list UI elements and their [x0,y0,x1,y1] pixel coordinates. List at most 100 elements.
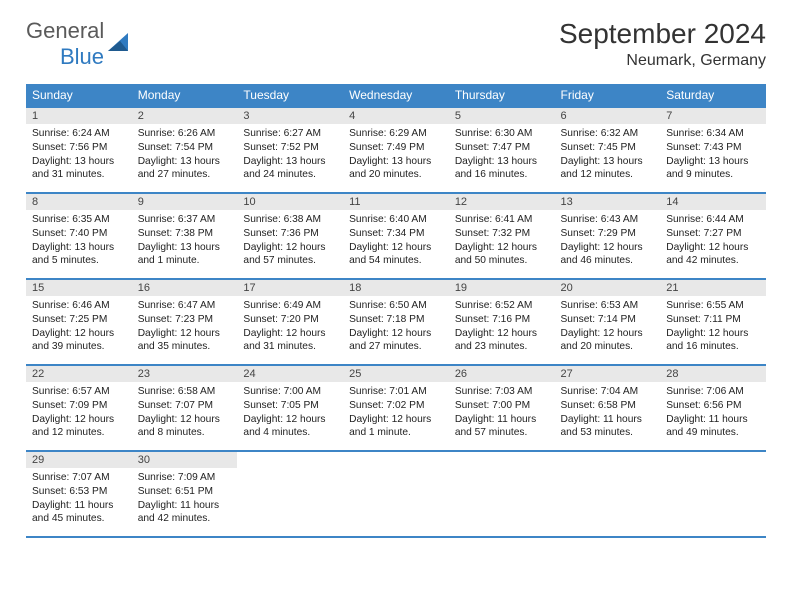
calendar-day-cell: 21Sunrise: 6:55 AMSunset: 7:11 PMDayligh… [660,279,766,365]
day-details: Sunrise: 6:44 AMSunset: 7:27 PMDaylight:… [660,210,766,274]
calendar-day-cell: 19Sunrise: 6:52 AMSunset: 7:16 PMDayligh… [449,279,555,365]
calendar-day-cell: 25Sunrise: 7:01 AMSunset: 7:02 PMDayligh… [343,365,449,451]
day-details: Sunrise: 6:24 AMSunset: 7:56 PMDaylight:… [26,124,132,188]
calendar-day-cell: 24Sunrise: 7:00 AMSunset: 7:05 PMDayligh… [237,365,343,451]
weekday-header: Saturday [660,84,766,107]
calendar-day-cell: 15Sunrise: 6:46 AMSunset: 7:25 PMDayligh… [26,279,132,365]
sunrise-text: Sunrise: 6:30 AM [455,127,549,141]
calendar-body: 1Sunrise: 6:24 AMSunset: 7:56 PMDaylight… [26,107,766,537]
day-details: Sunrise: 6:43 AMSunset: 7:29 PMDaylight:… [555,210,661,274]
weekday-header: Friday [555,84,661,107]
calendar-table: Sunday Monday Tuesday Wednesday Thursday… [26,84,766,538]
daylight-text: Daylight: 12 hours and 57 minutes. [243,241,337,269]
day-number: 6 [555,108,661,124]
sunset-text: Sunset: 7:56 PM [32,141,126,155]
day-details: Sunrise: 6:41 AMSunset: 7:32 PMDaylight:… [449,210,555,274]
calendar-day-cell: 12Sunrise: 6:41 AMSunset: 7:32 PMDayligh… [449,193,555,279]
calendar-day-cell: 4Sunrise: 6:29 AMSunset: 7:49 PMDaylight… [343,107,449,193]
sunset-text: Sunset: 7:25 PM [32,313,126,327]
day-number: 26 [449,366,555,382]
sunrise-text: Sunrise: 7:09 AM [138,471,232,485]
calendar-week-row: 29Sunrise: 7:07 AMSunset: 6:53 PMDayligh… [26,451,766,537]
calendar-day-cell: 20Sunrise: 6:53 AMSunset: 7:14 PMDayligh… [555,279,661,365]
calendar-day-cell: 2Sunrise: 6:26 AMSunset: 7:54 PMDaylight… [132,107,238,193]
sunrise-text: Sunrise: 6:50 AM [349,299,443,313]
daylight-text: Daylight: 11 hours and 53 minutes. [561,413,655,441]
sunrise-text: Sunrise: 6:47 AM [138,299,232,313]
sunset-text: Sunset: 6:58 PM [561,399,655,413]
daylight-text: Daylight: 12 hours and 46 minutes. [561,241,655,269]
weekday-header: Wednesday [343,84,449,107]
calendar-day-cell: 16Sunrise: 6:47 AMSunset: 7:23 PMDayligh… [132,279,238,365]
calendar-day-cell: 5Sunrise: 6:30 AMSunset: 7:47 PMDaylight… [449,107,555,193]
day-details: Sunrise: 6:37 AMSunset: 7:38 PMDaylight:… [132,210,238,274]
day-number: 13 [555,194,661,210]
sunset-text: Sunset: 7:40 PM [32,227,126,241]
sunrise-text: Sunrise: 7:04 AM [561,385,655,399]
calendar-day-cell: 13Sunrise: 6:43 AMSunset: 7:29 PMDayligh… [555,193,661,279]
sunrise-text: Sunrise: 6:29 AM [349,127,443,141]
calendar-day-cell: 30Sunrise: 7:09 AMSunset: 6:51 PMDayligh… [132,451,238,537]
day-details: Sunrise: 7:04 AMSunset: 6:58 PMDaylight:… [555,382,661,446]
daylight-text: Daylight: 13 hours and 27 minutes. [138,155,232,183]
day-details: Sunrise: 7:03 AMSunset: 7:00 PMDaylight:… [449,382,555,446]
day-number: 19 [449,280,555,296]
day-details: Sunrise: 6:40 AMSunset: 7:34 PMDaylight:… [343,210,449,274]
daylight-text: Daylight: 12 hours and 54 minutes. [349,241,443,269]
sunrise-text: Sunrise: 7:00 AM [243,385,337,399]
daylight-text: Daylight: 13 hours and 9 minutes. [666,155,760,183]
day-details: Sunrise: 6:38 AMSunset: 7:36 PMDaylight:… [237,210,343,274]
sunrise-text: Sunrise: 6:24 AM [32,127,126,141]
daylight-text: Daylight: 12 hours and 12 minutes. [32,413,126,441]
sunset-text: Sunset: 7:20 PM [243,313,337,327]
sunset-text: Sunset: 6:51 PM [138,485,232,499]
sunset-text: Sunset: 7:14 PM [561,313,655,327]
weekday-header: Monday [132,84,238,107]
sunset-text: Sunset: 7:09 PM [32,399,126,413]
sunset-text: Sunset: 7:32 PM [455,227,549,241]
day-number: 16 [132,280,238,296]
daylight-text: Daylight: 13 hours and 1 minute. [138,241,232,269]
day-details: Sunrise: 6:46 AMSunset: 7:25 PMDaylight:… [26,296,132,360]
day-details: Sunrise: 6:32 AMSunset: 7:45 PMDaylight:… [555,124,661,188]
day-number: 28 [660,366,766,382]
location: Neumark, Germany [559,52,766,70]
sunrise-text: Sunrise: 6:27 AM [243,127,337,141]
sunset-text: Sunset: 7:38 PM [138,227,232,241]
day-details: Sunrise: 6:35 AMSunset: 7:40 PMDaylight:… [26,210,132,274]
day-details: Sunrise: 6:49 AMSunset: 7:20 PMDaylight:… [237,296,343,360]
day-details: Sunrise: 7:00 AMSunset: 7:05 PMDaylight:… [237,382,343,446]
sunset-text: Sunset: 7:49 PM [349,141,443,155]
calendar-day-cell: 3Sunrise: 6:27 AMSunset: 7:52 PMDaylight… [237,107,343,193]
sunrise-text: Sunrise: 6:37 AM [138,213,232,227]
calendar-day-cell: 10Sunrise: 6:38 AMSunset: 7:36 PMDayligh… [237,193,343,279]
daylight-text: Daylight: 11 hours and 42 minutes. [138,499,232,527]
logo-sail-icon [106,29,132,60]
logo-text-blue: Blue [60,44,104,69]
day-number: 10 [237,194,343,210]
daylight-text: Daylight: 12 hours and 27 minutes. [349,327,443,355]
day-number: 23 [132,366,238,382]
day-number: 12 [449,194,555,210]
calendar-day-cell: 17Sunrise: 6:49 AMSunset: 7:20 PMDayligh… [237,279,343,365]
title-block: September 2024 Neumark, Germany [559,18,766,70]
day-details: Sunrise: 7:09 AMSunset: 6:51 PMDaylight:… [132,468,238,532]
sunrise-text: Sunrise: 6:49 AM [243,299,337,313]
daylight-text: Daylight: 12 hours and 35 minutes. [138,327,232,355]
calendar-day-cell [237,451,343,537]
sunrise-text: Sunrise: 6:46 AM [32,299,126,313]
calendar-day-cell: 14Sunrise: 6:44 AMSunset: 7:27 PMDayligh… [660,193,766,279]
sunset-text: Sunset: 7:02 PM [349,399,443,413]
daylight-text: Daylight: 13 hours and 31 minutes. [32,155,126,183]
sunset-text: Sunset: 7:52 PM [243,141,337,155]
calendar-week-row: 8Sunrise: 6:35 AMSunset: 7:40 PMDaylight… [26,193,766,279]
day-details: Sunrise: 6:53 AMSunset: 7:14 PMDaylight:… [555,296,661,360]
day-details: Sunrise: 6:52 AMSunset: 7:16 PMDaylight:… [449,296,555,360]
sunset-text: Sunset: 7:47 PM [455,141,549,155]
sunrise-text: Sunrise: 6:55 AM [666,299,760,313]
daylight-text: Daylight: 12 hours and 50 minutes. [455,241,549,269]
day-details: Sunrise: 6:55 AMSunset: 7:11 PMDaylight:… [660,296,766,360]
day-details: Sunrise: 7:06 AMSunset: 6:56 PMDaylight:… [660,382,766,446]
sunrise-text: Sunrise: 6:34 AM [666,127,760,141]
day-number: 21 [660,280,766,296]
